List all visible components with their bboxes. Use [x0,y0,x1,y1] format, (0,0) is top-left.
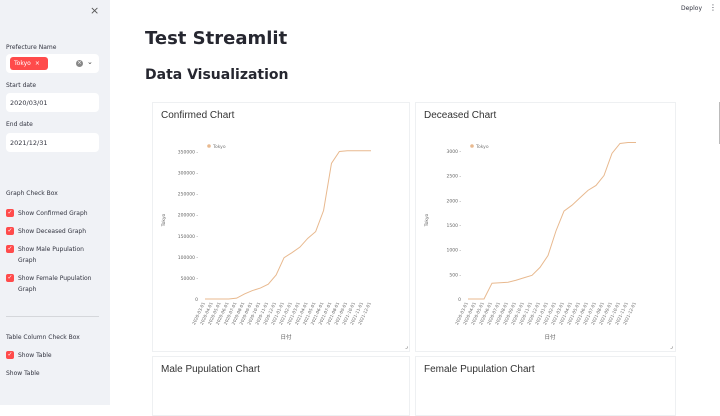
tag-tokyo: Tokyo × [10,57,48,70]
end-date-label: End date [6,121,33,128]
section-title: Data Visualization [145,67,289,83]
y-tick-label: 100000 - [178,255,199,261]
clear-all-icon[interactable]: × [76,60,83,67]
checkbox-label: Show Deceased Graph [18,226,86,237]
resize-handle-icon[interactable]: ⌟ [670,343,673,350]
prefecture-label: Prefecture Name [6,44,56,51]
y-tick-label: 0 [195,297,198,303]
checkbox-label: Show Female Pupulation Graph [18,273,104,295]
checkbox-checked-icon[interactable]: ✓ [6,227,14,235]
y-tick-label: 250000 - [178,192,199,198]
checkbox-label: Show Confirmed Graph [18,208,88,219]
y-tick-label: 350000 - [178,150,199,156]
deceased-chart: 0 500 - 1000 - 1500 - 2000 - 2500 - 3000 - Toky… [416,103,677,353]
series-line-tokyo [468,142,636,299]
y-tick-label: 50000 - [181,276,199,282]
checkbox-show-table[interactable]: ✓ Show Table [6,350,52,361]
checkbox-male-population[interactable]: ✓ Show Male Pupulation Graph [6,244,98,266]
close-sidebar-icon[interactable]: × [90,4,99,17]
y-tick-label: 300000 - [178,171,199,177]
tag-remove-icon[interactable]: × [35,60,40,67]
tag-label: Tokyo [14,60,31,67]
start-date-label: Start date [6,82,36,89]
main-menu-icon[interactable]: ⋮ [709,3,717,12]
y-tick-label: 3000 - [446,149,461,155]
checkbox-deceased[interactable]: ✓ Show Deceased Graph [6,226,86,237]
y-tick-label: 1500 - [446,223,461,229]
x-axis-label: 日付 [280,333,292,341]
y-tick-label: 2500 - [446,174,461,180]
checkbox-checked-icon[interactable]: ✓ [6,351,14,359]
y-tick-label: 200000 - [178,213,199,219]
show-table-label: Show Table [6,370,40,377]
x-axis-label: 日付 [544,333,556,341]
resize-handle-icon[interactable]: ⌟ [405,343,408,350]
female-population-chart-card: Female Pupulation Chart [415,356,676,416]
series-line-tokyo [205,151,371,299]
y-axis-label: Tokyo [424,213,430,227]
start-date-input[interactable]: 2020/03/01 [6,93,99,112]
legend-marker [470,144,474,148]
legend-label: Tokyo [212,144,226,150]
chart-title: Male Pupulation Chart [161,364,260,375]
legend-marker [207,144,211,148]
y-tick-label: 150000 - [178,234,199,240]
y-tick-label: 0 [458,297,461,303]
checkbox-label: Show Table [18,350,52,361]
chart-title: Female Pupulation Chart [424,364,535,375]
checkbox-female-population[interactable]: ✓ Show Female Pupulation Graph [6,273,104,295]
checkbox-checked-icon[interactable]: ✓ [6,209,14,217]
deploy-button[interactable]: Deploy [681,5,702,12]
sidebar-divider [6,316,99,317]
graph-section-label: Graph Check Box [6,190,58,197]
y-tick-label: 500 - [449,272,461,278]
male-population-chart-card: Male Pupulation Chart [152,356,410,416]
checkbox-checked-icon[interactable]: ✓ [6,245,14,253]
y-tick-label: 1000 - [446,248,461,254]
sidebar: × Prefecture Name Tokyo× × ⌄ Start date … [0,0,110,405]
y-tick-label: 2000 - [446,198,461,204]
prefecture-multiselect[interactable]: Tokyo × × ⌄ [6,54,99,73]
legend-label: Tokyo [475,144,489,150]
checkbox-confirmed[interactable]: ✓ Show Confirmed Graph [6,208,88,219]
y-axis-label: Tokyo [161,213,167,227]
checkbox-checked-icon[interactable]: ✓ [6,274,14,282]
chevron-down-icon[interactable]: ⌄ [87,58,93,66]
checkbox-label: Show Male Pupulation Graph [18,244,98,266]
table-section-label: Table Column Check Box [6,334,80,341]
end-date-input[interactable]: 2021/12/31 [6,133,99,152]
page-title: Test Streamlit [145,28,287,49]
confirmed-chart: 0 50000 - 100000 - 150000 - 200000 - 250000 -… [153,103,411,353]
